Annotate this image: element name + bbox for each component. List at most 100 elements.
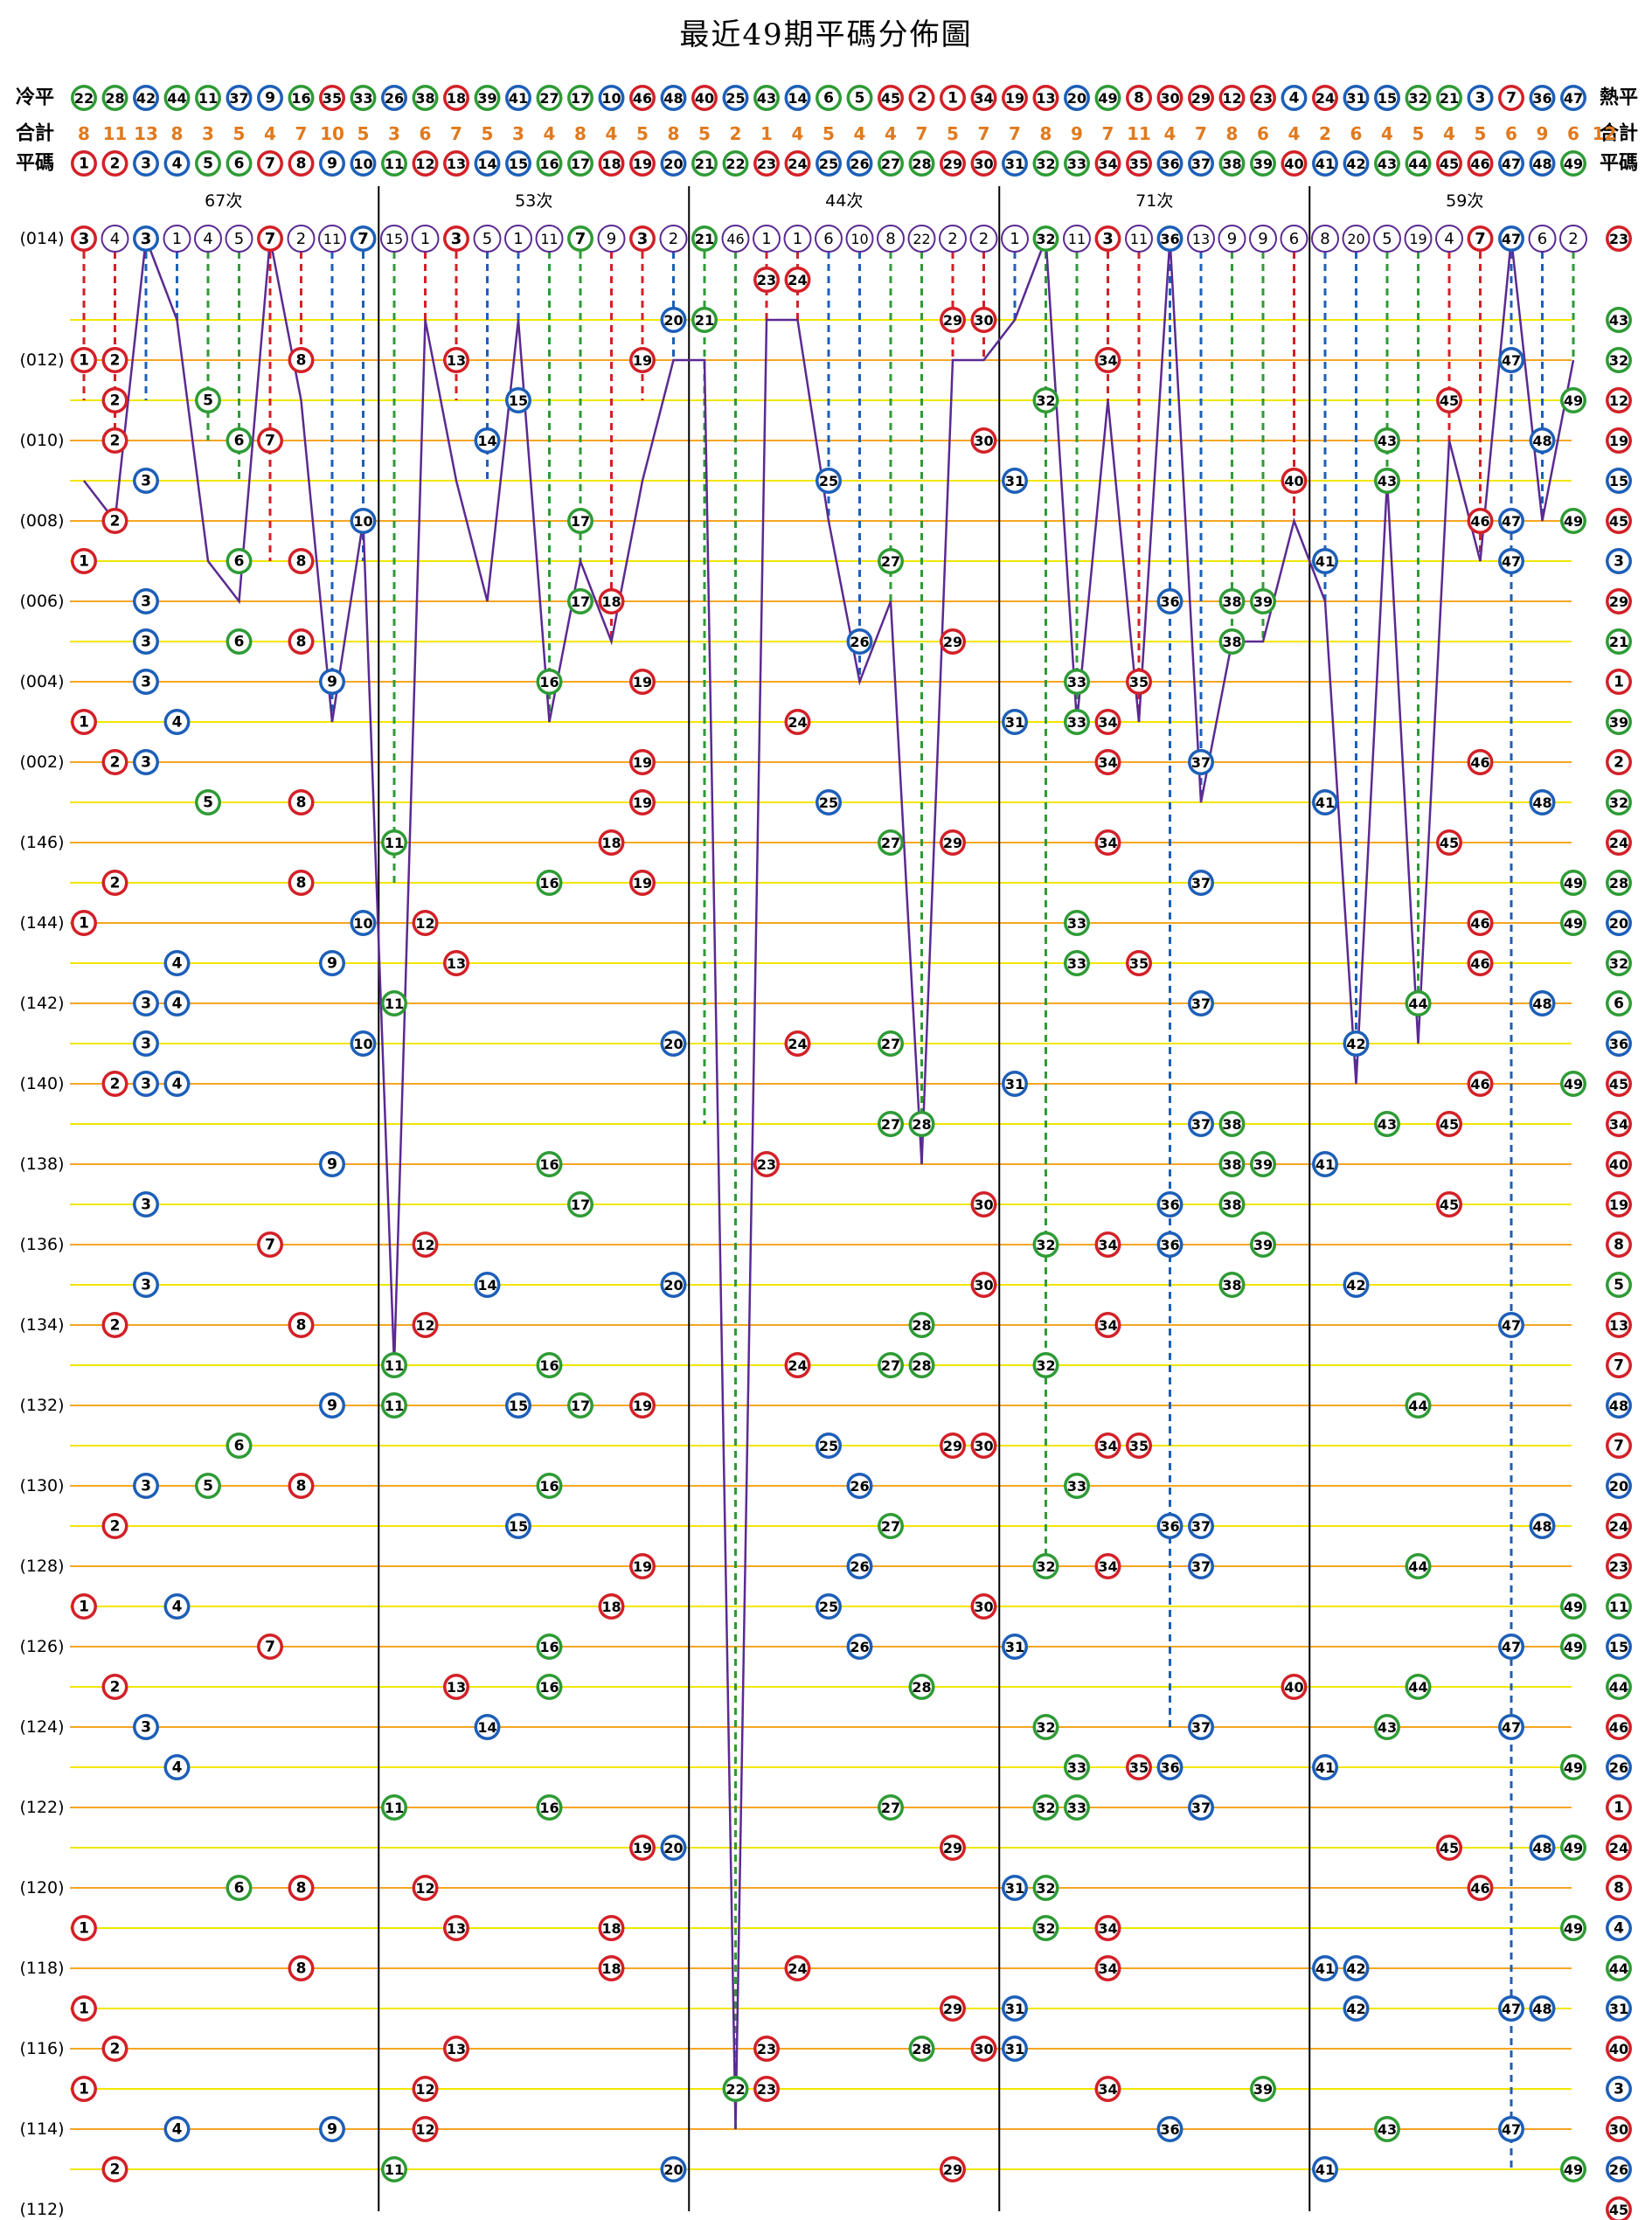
ball-number: 12 (415, 915, 434, 932)
miss-count-circle (1063, 225, 1091, 253)
ball-number: 26 (385, 90, 404, 107)
ball-number: 1 (947, 90, 958, 108)
ball-inner (477, 1717, 497, 1738)
miss-count-circle (163, 225, 191, 253)
ball-number: 12 (415, 2081, 434, 2098)
ball-number: 48 (1532, 2001, 1551, 2017)
ball-inner (974, 430, 994, 451)
ball-number: 26 (850, 1558, 869, 1575)
ball-number: 34 (1098, 714, 1117, 731)
ball-inner (1563, 1636, 1584, 1657)
ball-inner (508, 390, 529, 411)
total-count: 11 (1127, 123, 1151, 144)
ball-number: 8 (296, 156, 307, 173)
ball-inner (1222, 153, 1242, 174)
ball-number: 39 (477, 90, 496, 107)
ball-inner (788, 87, 808, 108)
ball-inner (229, 430, 249, 451)
ball-inner (73, 2078, 94, 2099)
ball-inner (322, 671, 343, 692)
ball-inner (291, 551, 311, 572)
ball-inner (291, 792, 311, 813)
ball-number: 2 (110, 1076, 121, 1093)
ball-number: 23 (757, 272, 776, 288)
ball-number: 29 (943, 2161, 962, 2178)
ball-inner (601, 87, 621, 108)
ball-inner (1501, 1998, 1522, 2019)
ball-number: 36 (1160, 1237, 1179, 1253)
ball-inner (539, 1154, 559, 1175)
total-count: 4 (264, 123, 276, 144)
miss-count-circle (194, 225, 222, 253)
ball-number: 32 (1036, 1880, 1055, 1897)
ball-number: 26 (850, 156, 869, 172)
miss-count-inner (73, 228, 94, 249)
miss-count-value: 46 (726, 231, 744, 247)
miss-count-circle (969, 225, 998, 253)
ball-inner (1608, 1355, 1629, 1376)
ball-inner (1222, 87, 1242, 108)
miss-count-value: 7 (575, 230, 587, 248)
ball-number: 16 (539, 674, 559, 690)
total-count: 10 (320, 123, 344, 144)
ball-inner (1608, 1918, 1629, 1939)
ball-number: 29 (943, 835, 962, 851)
miss-count-value: 47 (1502, 231, 1521, 247)
ball-number: 15 (1378, 90, 1397, 107)
ball-inner (1004, 1073, 1025, 1094)
ball-inner (1563, 2159, 1584, 2180)
ball-inner (1098, 2078, 1118, 2099)
ball-inner (1563, 153, 1584, 174)
ball-number: 47 (1564, 90, 1583, 107)
miss-count-value: 11 (540, 231, 558, 247)
ball-inner (539, 1676, 559, 1697)
period-label: (142) (19, 994, 64, 1013)
ball-inner (1608, 1073, 1629, 1094)
ball-number: 39 (1253, 593, 1273, 610)
total-count: 4 (544, 123, 556, 144)
ball-inner (1160, 1234, 1180, 1255)
miss-count-inner (632, 228, 653, 249)
ball-number: 13 (1036, 90, 1055, 107)
ball-number: 20 (1609, 1478, 1628, 1495)
miss-count-inner (570, 228, 591, 249)
ball-inner (942, 309, 963, 330)
ball-inner (1608, 309, 1629, 330)
ball-inner (135, 1073, 156, 1094)
ball-number: 8 (296, 352, 307, 370)
ball-inner (1315, 1154, 1336, 1175)
period-label: (010) (19, 431, 64, 450)
ball-inner (1470, 153, 1490, 174)
ball-inner (1439, 1113, 1460, 1134)
ball-number: 34 (1098, 1920, 1117, 1937)
ball-number: 10 (353, 156, 372, 172)
ball-number: 45 (1440, 835, 1459, 851)
ball-number: 44 (1408, 996, 1427, 1012)
ball-number: 46 (1470, 1880, 1489, 1897)
total-count: 6 (420, 123, 432, 144)
ball-number: 44 (1408, 1558, 1427, 1575)
ball-number: 21 (1609, 634, 1628, 650)
ball-inner (756, 2038, 777, 2059)
ball-inner (167, 953, 187, 974)
ball-number: 14 (477, 1719, 496, 1736)
ball-inner (415, 1234, 435, 1255)
ball-number: 38 (1222, 1277, 1241, 1294)
ball-number: 47 (1502, 352, 1521, 369)
ball-number: 32 (1408, 90, 1427, 107)
ball-number: 16 (539, 1800, 559, 1816)
ball-number: 3 (141, 593, 151, 611)
ball-number: 34 (1098, 352, 1117, 369)
ball-number: 34 (1098, 1237, 1117, 1253)
period-label: (006) (19, 592, 64, 611)
ball-inner (1128, 87, 1149, 108)
ball-inner (1608, 470, 1629, 491)
ball-number: 15 (1609, 473, 1628, 489)
ball-number: 20 (663, 1840, 683, 1856)
ball-number: 9 (327, 1156, 337, 1174)
ball-number: 8 (296, 634, 307, 651)
ball-number: 49 (1564, 915, 1583, 932)
ball-number: 16 (539, 156, 559, 172)
ball-number: 1 (79, 714, 89, 732)
ball-inner (229, 1435, 249, 1456)
